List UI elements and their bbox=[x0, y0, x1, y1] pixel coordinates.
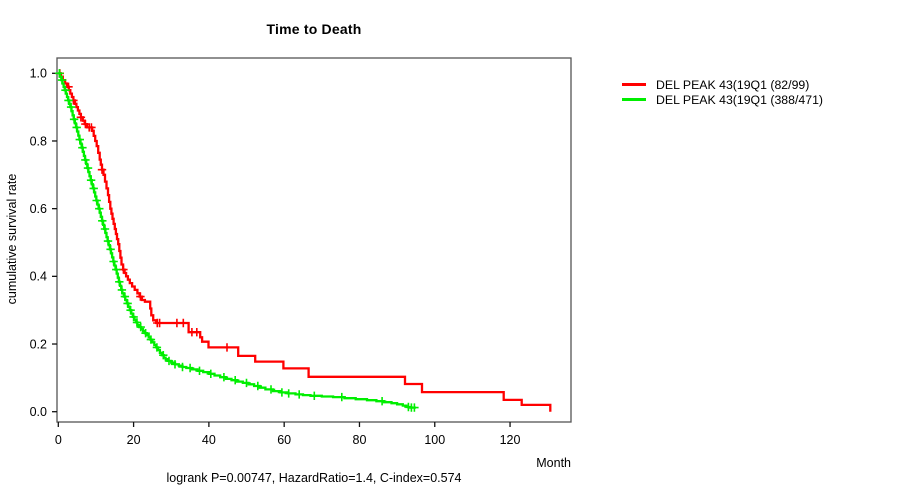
legend-label: DEL PEAK 43(19Q1 (388/471) bbox=[656, 92, 824, 107]
x-tick-label: 0 bbox=[55, 433, 62, 447]
survival-curves bbox=[55, 69, 552, 412]
survival-curve-red bbox=[58, 72, 552, 412]
x-axis-ticks: 0 20 40 60 80 100 120 bbox=[55, 422, 521, 447]
x-tick-label: 100 bbox=[424, 433, 445, 447]
x-tick-label: 20 bbox=[127, 433, 141, 447]
plot-box bbox=[56, 57, 572, 423]
x-tick-label: 40 bbox=[202, 433, 216, 447]
y-tick-label: 0.6 bbox=[30, 202, 47, 216]
y-tick-label: 0.8 bbox=[30, 134, 47, 148]
legend: DEL PEAK 43(19Q1 (82/99) DEL PEAK 43(19Q1… bbox=[622, 77, 823, 107]
censor-marks-red bbox=[55, 69, 232, 352]
legend-item: DEL PEAK 43(19Q1 (82/99) bbox=[622, 77, 823, 92]
x-axis-title: Month bbox=[536, 456, 571, 470]
y-tick-label: 0.4 bbox=[30, 270, 47, 284]
y-tick-label: 1.0 bbox=[30, 67, 47, 81]
y-tick-label: 0.2 bbox=[30, 337, 47, 351]
x-tick-label: 80 bbox=[353, 433, 367, 447]
y-axis-ticks: 0.0 0.2 0.4 0.6 0.8 1.0 bbox=[30, 67, 57, 419]
x-tick-label: 120 bbox=[500, 433, 521, 447]
censor-marks-green bbox=[55, 69, 419, 412]
legend-label: DEL PEAK 43(19Q1 (82/99) bbox=[656, 77, 810, 92]
legend-line-swatch bbox=[622, 83, 646, 86]
legend-item: DEL PEAK 43(19Q1 (388/471) bbox=[622, 92, 823, 107]
legend-line-swatch bbox=[622, 98, 646, 101]
y-axis-title: cumulative survival rate bbox=[5, 173, 19, 305]
chart-title: Time to Death bbox=[266, 21, 362, 37]
x-tick-label: 60 bbox=[277, 433, 291, 447]
y-tick-label: 0.0 bbox=[30, 405, 47, 419]
stats-annotation: logrank P=0.00747, HazardRatio=1.4, C-in… bbox=[166, 471, 462, 485]
